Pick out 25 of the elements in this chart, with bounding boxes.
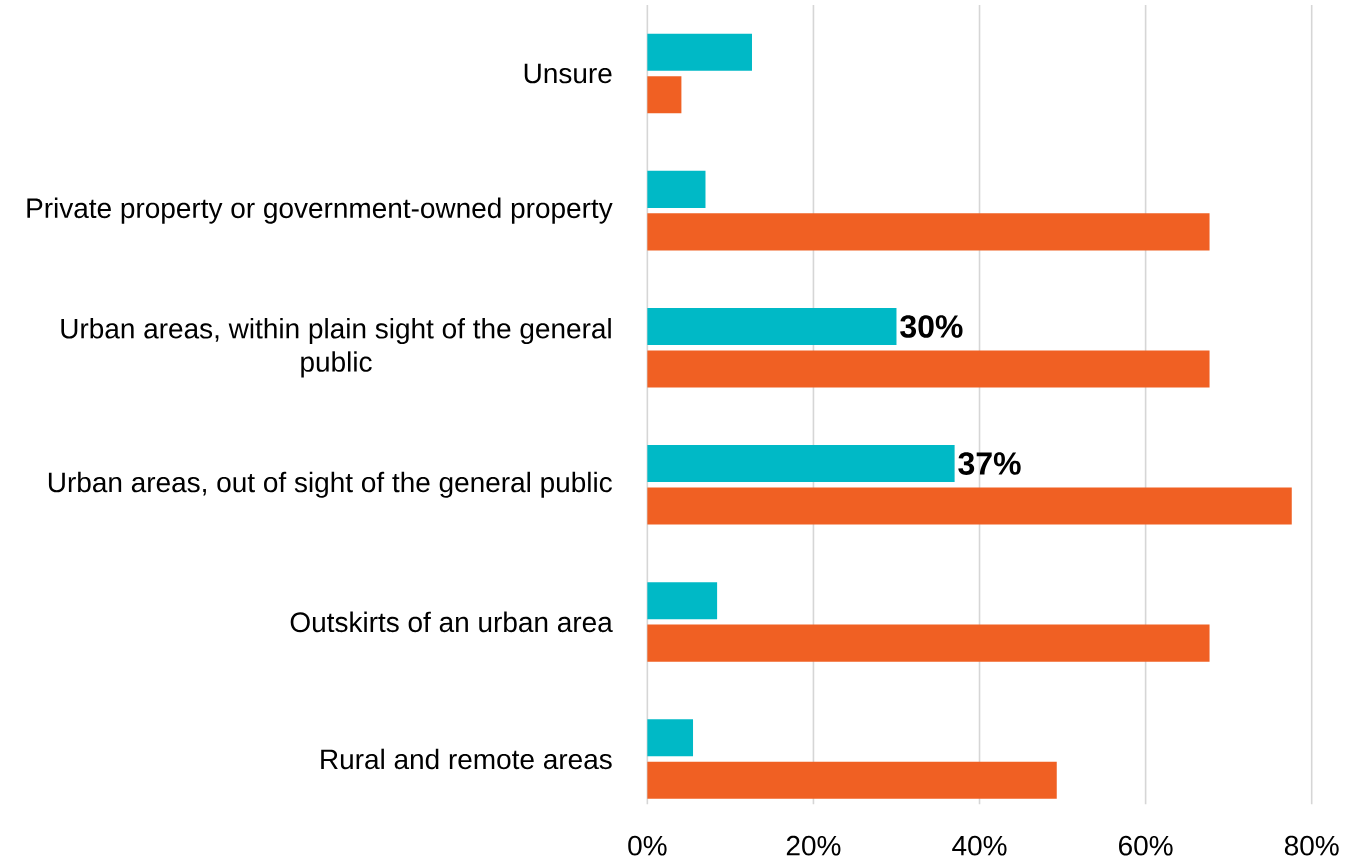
y-tick-label: Outskirts of an urban area xyxy=(290,611,613,633)
bar xyxy=(647,76,682,114)
x-tick-label: 0% xyxy=(628,835,667,856)
bar xyxy=(647,719,694,757)
bar xyxy=(647,33,752,71)
bar xyxy=(647,761,1057,799)
data-label: 30% xyxy=(900,315,963,338)
y-tick-label: Private property or government-owned property xyxy=(27,197,613,224)
bar xyxy=(647,308,897,346)
x-tick-label: 60% xyxy=(1119,835,1173,856)
bar xyxy=(647,445,955,483)
y-tick-label: Urban areas, within plain sight of the general public xyxy=(61,318,611,378)
bar xyxy=(647,624,1210,662)
y-tick-label: Rural and remote areas xyxy=(321,748,612,770)
y-tick-label: Unsure xyxy=(524,63,612,84)
bar xyxy=(647,213,1210,251)
bar xyxy=(647,350,1210,388)
x-tick-label: 20% xyxy=(786,835,841,856)
x-tick-label: 80% xyxy=(1284,835,1339,856)
bar xyxy=(647,487,1292,525)
bar xyxy=(647,582,718,620)
bar xyxy=(647,170,706,208)
x-tick-label: 40% xyxy=(952,835,1007,856)
y-tick-label: Urban areas, out of sight of the general public xyxy=(48,471,612,498)
data-label: 37% xyxy=(958,452,1021,475)
